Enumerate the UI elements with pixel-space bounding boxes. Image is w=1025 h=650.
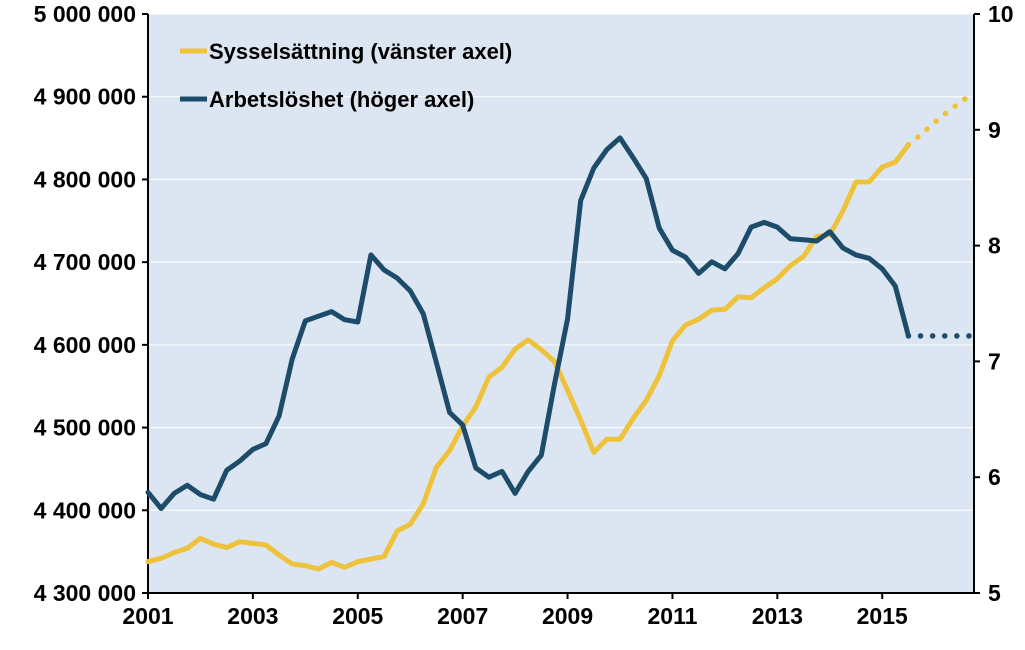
y-left-tick-label: 5 000 000: [34, 1, 136, 27]
y-right-tick-label: 10: [988, 1, 1014, 27]
legend-label: Sysselsättning (vänster axel): [209, 39, 512, 64]
series-line-right: [145, 135, 911, 511]
x-tick-label: 2001: [122, 603, 173, 629]
y-right-tick-label: 6: [988, 464, 1001, 490]
x-tick-label: 2011: [647, 603, 697, 629]
plot-area: [148, 14, 974, 593]
y-left-tick-label: 4 400 000: [34, 497, 136, 523]
y-right-tick-label: 9: [988, 117, 1001, 143]
y-left-tick-label: 4 500 000: [34, 415, 136, 441]
axes: 4 300 000 4 400 000 4 500 000 4 600 000 4 70…: [34, 1, 1014, 629]
x-tick-label: 2015: [857, 603, 908, 629]
y-left-tick-label: 4 300 000: [34, 580, 136, 606]
x-tick-label: 2009: [542, 603, 593, 629]
series-layer: [145, 89, 977, 572]
y-right-tick-label: 8: [988, 233, 1001, 259]
y-right-tick-label: 7: [988, 348, 1001, 374]
y-right-tick-label: 5: [988, 580, 1001, 606]
y-left-tick-label: 4 600 000: [34, 332, 136, 358]
y-left-tick-label: 4 800 000: [34, 166, 136, 192]
series-line-forecast-left: [905, 89, 977, 148]
y-left-tick-label: 4 700 000: [34, 249, 136, 275]
y-left-tick-label: 4 900 000: [34, 84, 136, 110]
x-tick-label: 2003: [227, 603, 278, 629]
x-tick-label: 2013: [752, 603, 803, 629]
x-tick-label: 2005: [332, 603, 383, 629]
x-tick-label: 2007: [437, 603, 488, 629]
legend-label: Arbetslöshet (höger axel): [209, 87, 474, 112]
series-line-left: [145, 142, 911, 572]
legend: Sysselsättning (vänster axel) Arbetslöshe…: [180, 39, 512, 112]
